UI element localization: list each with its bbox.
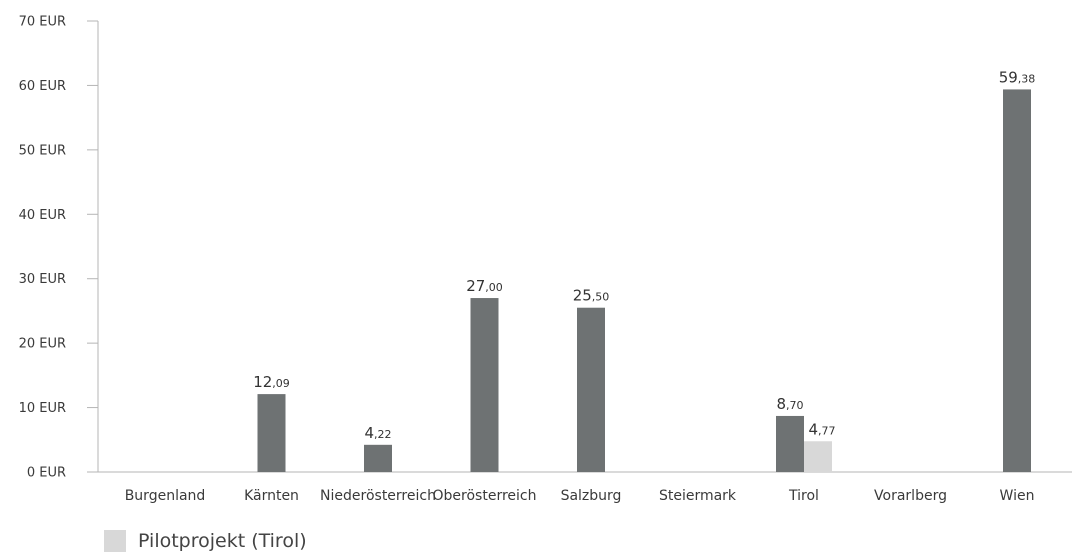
bar-chart: 0 EUR 10 EUR 20 EUR 30 EUR 40 EUR 50 EUR 60 EU… (0, 0, 1079, 530)
y-tick-label: 40 EUR (19, 208, 66, 223)
bar-pilotprojekt (804, 441, 832, 472)
x-tick-label: Vorarlberg (874, 488, 947, 504)
legend-label-pilotprojekt: Pilotprojekt (Tirol) (138, 530, 307, 552)
value-labels: 12,09 4,22 27,00 25,50 8,70 4,77 59,38 (253, 68, 1035, 441)
y-tick-label: 70 EUR (19, 15, 66, 30)
legend-swatch-pilotprojekt (104, 530, 126, 552)
x-tick-label: Salzburg (561, 488, 622, 504)
bar (364, 445, 392, 472)
y-axis: 0 EUR 10 EUR 20 EUR 30 EUR 40 EUR 50 EUR 60 EU… (19, 15, 1072, 481)
y-tick-label: 60 EUR (19, 79, 66, 94)
x-tick-label: Tirol (788, 488, 819, 504)
bar (471, 298, 499, 472)
x-tick-label: Wien (1000, 488, 1035, 504)
y-tick-label: 50 EUR (19, 143, 66, 158)
bar (776, 416, 804, 472)
data-label: 25,50 (573, 287, 610, 305)
x-tick-label: Burgenland (125, 488, 206, 504)
data-label: 12,09 (253, 373, 290, 391)
x-tick-label: Steiermark (659, 488, 737, 504)
data-label: 59,38 (999, 68, 1036, 86)
legend: Pilotprojekt (Tirol) (104, 530, 307, 552)
y-tick-label: 20 EUR (19, 337, 66, 352)
y-tick-label: 30 EUR (19, 272, 66, 287)
bar (577, 308, 605, 472)
x-tick-label: Kärnten (244, 488, 299, 504)
y-tick-label: 10 EUR (19, 401, 66, 416)
data-label: 4,22 (364, 424, 391, 442)
x-tick-label: Niederösterreich (320, 488, 436, 504)
data-label: 8,70 (776, 395, 803, 413)
data-label-pilotprojekt: 4,77 (808, 420, 835, 438)
bar (1003, 89, 1031, 472)
x-axis-labels: Burgenland Kärnten NiederösterreichOberöst… (125, 488, 1035, 504)
y-tick-label: 0 EUR (27, 466, 66, 481)
data-label: 27,00 (466, 277, 503, 295)
x-tick-label: Oberösterreich (433, 488, 537, 504)
bar (258, 394, 286, 472)
bars (258, 89, 1032, 472)
